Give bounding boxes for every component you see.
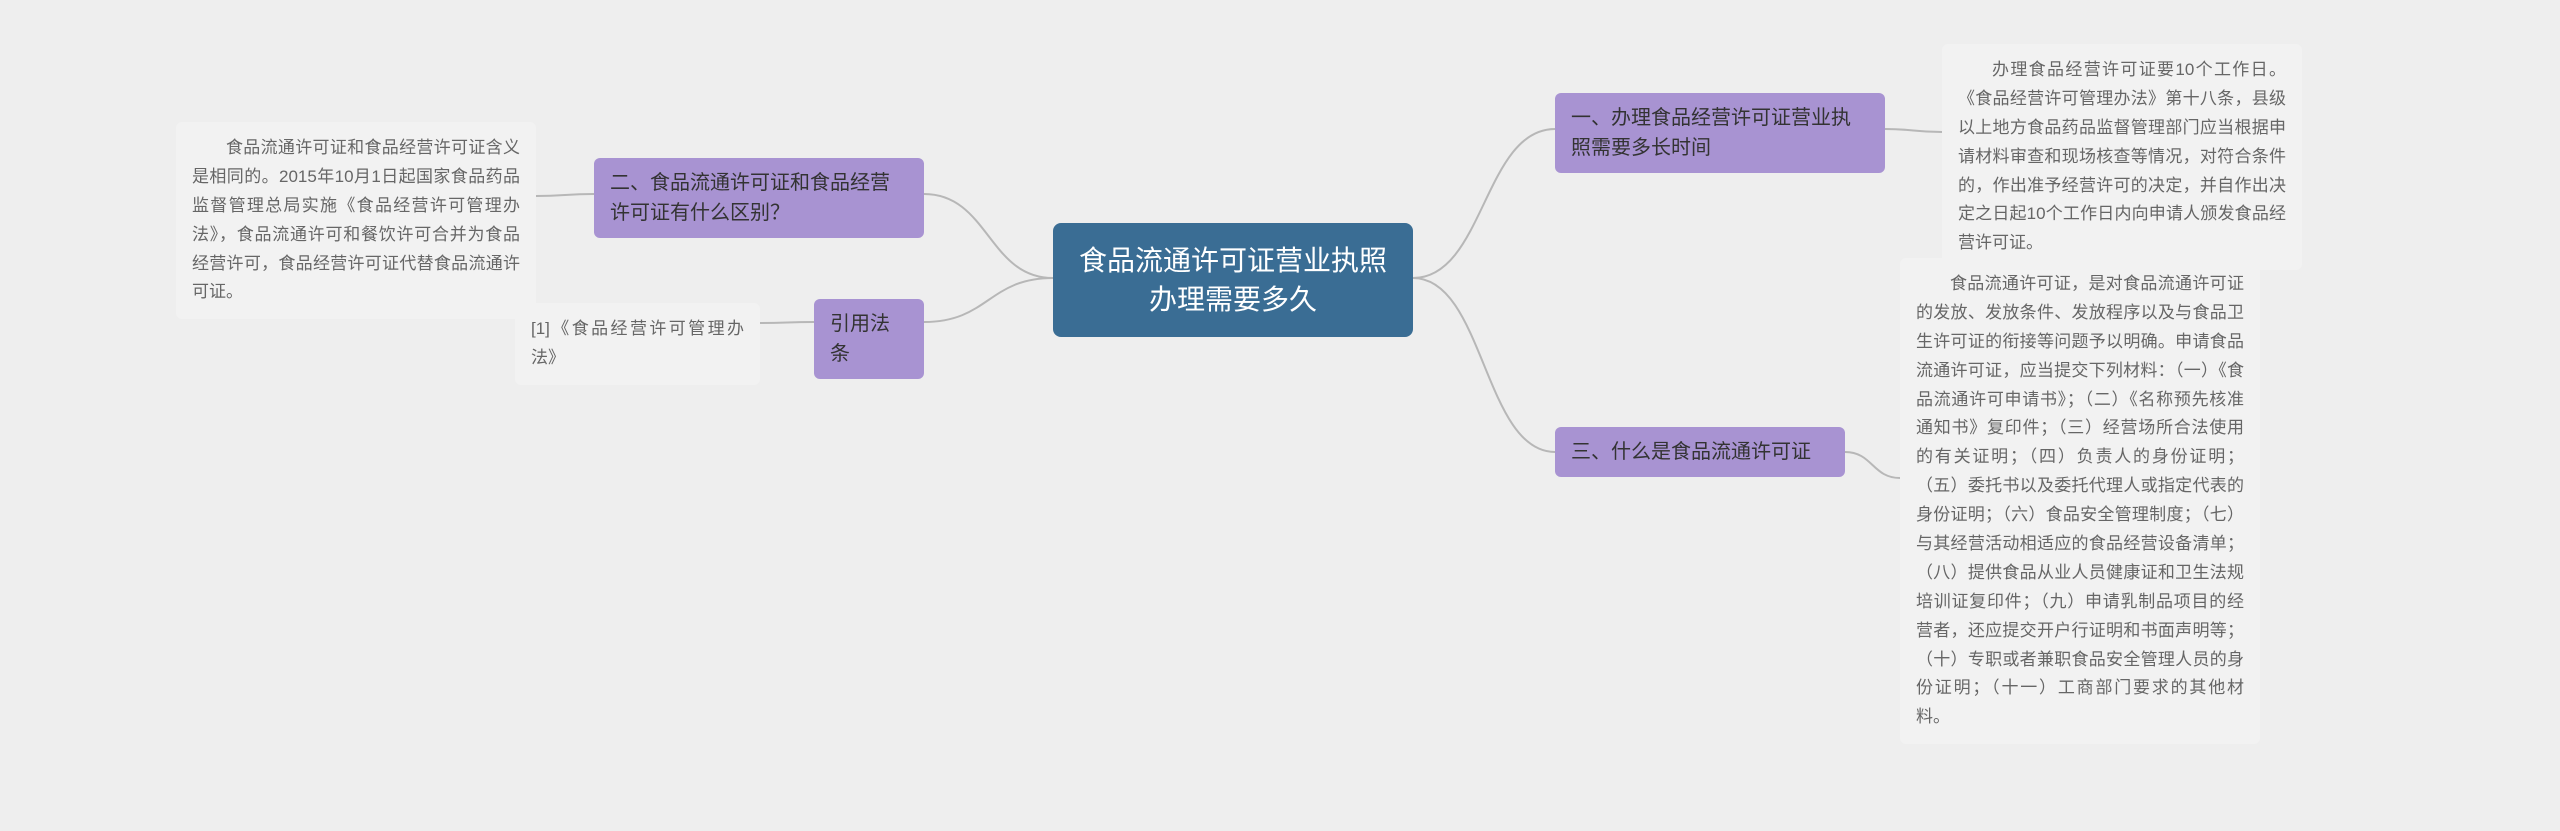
leaf-node-3: 食品流通许可证，是对食品流通许可证的发放、发放条件、发放程序以及与食品卫生许可证… <box>1900 258 2260 744</box>
branch-node-3-text: 三、什么是食品流通许可证 <box>1571 437 1811 467</box>
leaf-node-2-text: 食品流通许可证和食品经营许可证含义是相同的。2015年10月1日起国家食品药品监… <box>192 134 520 307</box>
branch-node-ref: 引用法条 <box>814 299 924 379</box>
branch-node-2-text: 二、食品流通许可证和食品经营许可证有什么区别？ <box>610 168 908 228</box>
leaf-node-1-text: 办理食品经营许可证要10个工作日。《食品经营许可管理办法》第十八条，县级以上地方… <box>1958 56 2286 258</box>
center-node: 食品流通许可证营业执照办理需要多久 <box>1053 223 1413 337</box>
leaf-node-2: 食品流通许可证和食品经营许可证含义是相同的。2015年10月1日起国家食品药品监… <box>176 122 536 319</box>
mindmap-canvas: 食品流通许可证营业执照办理需要多久 一、办理食品经营许可证营业执照需要多长时间 … <box>0 0 2560 831</box>
leaf-node-ref-text: [1]《食品经营许可管理办法》 <box>531 315 744 373</box>
branch-node-1-text: 一、办理食品经营许可证营业执照需要多长时间 <box>1571 103 1869 163</box>
branch-node-3: 三、什么是食品流通许可证 <box>1555 427 1845 477</box>
leaf-node-3-text: 食品流通许可证，是对食品流通许可证的发放、发放条件、发放程序以及与食品卫生许可证… <box>1916 270 2244 732</box>
center-node-text: 食品流通许可证营业执照办理需要多久 <box>1075 241 1391 319</box>
branch-node-2: 二、食品流通许可证和食品经营许可证有什么区别？ <box>594 158 924 238</box>
branch-node-1: 一、办理食品经营许可证营业执照需要多长时间 <box>1555 93 1885 173</box>
branch-node-ref-text: 引用法条 <box>830 309 908 369</box>
leaf-node-ref: [1]《食品经营许可管理办法》 <box>515 303 760 385</box>
leaf-node-1: 办理食品经营许可证要10个工作日。《食品经营许可管理办法》第十八条，县级以上地方… <box>1942 44 2302 270</box>
